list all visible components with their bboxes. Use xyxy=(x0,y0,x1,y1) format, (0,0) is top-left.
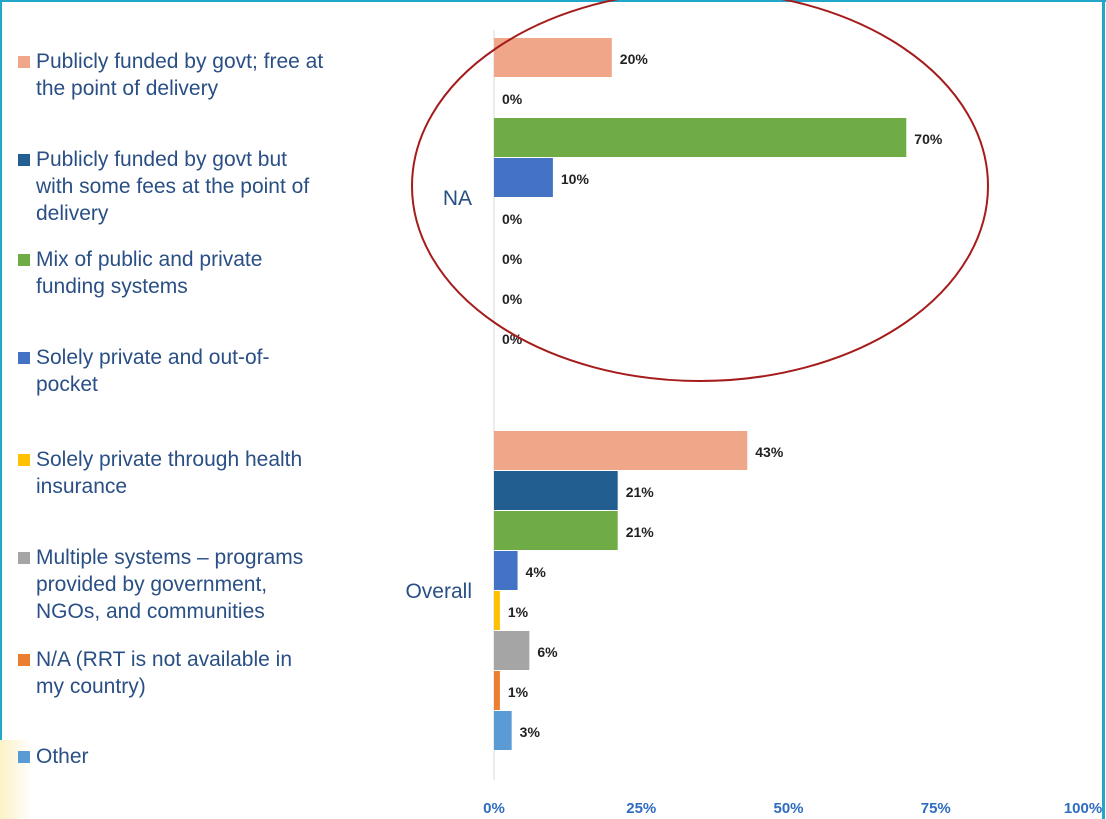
legend-swatch xyxy=(18,552,30,564)
data-label: 70% xyxy=(914,131,943,147)
bar xyxy=(494,118,907,157)
data-label: 1% xyxy=(508,604,529,620)
legend-label: Other xyxy=(36,745,89,768)
frame-right-border xyxy=(1102,0,1105,819)
bar xyxy=(494,671,500,710)
bar xyxy=(494,551,518,590)
bar xyxy=(494,591,500,630)
x-tick-label: 75% xyxy=(921,800,951,817)
data-label: 0% xyxy=(502,331,523,347)
data-label: 4% xyxy=(526,564,547,580)
data-label: 0% xyxy=(502,211,523,227)
bar xyxy=(494,431,748,470)
x-tick-label: 0% xyxy=(483,800,505,817)
legend-label: Publicly funded by govt but with some fe… xyxy=(36,148,310,225)
bar xyxy=(494,158,553,197)
legend-swatch xyxy=(18,154,30,166)
data-label: 10% xyxy=(561,171,590,187)
legend-label: Solely private through health insurance xyxy=(36,448,303,498)
x-tick-label: 50% xyxy=(773,800,803,817)
data-label: 0% xyxy=(502,291,523,307)
highlight-ellipse xyxy=(411,0,989,382)
legend-label: Solely private and out-of- pocket xyxy=(36,346,270,396)
bar xyxy=(494,631,530,670)
data-label: 21% xyxy=(626,484,655,500)
data-label: 21% xyxy=(626,524,655,540)
legend-swatch xyxy=(18,352,30,364)
frame-top-border xyxy=(0,0,1106,2)
bar xyxy=(494,711,512,750)
legend-label: N/A (RRT is not available in my country) xyxy=(36,648,293,698)
legend-swatch xyxy=(18,454,30,466)
legend-label: Mix of public and private funding system… xyxy=(36,248,263,298)
bar xyxy=(494,511,618,550)
data-label: 1% xyxy=(508,684,529,700)
legend-swatch xyxy=(18,254,30,266)
data-label: 43% xyxy=(755,444,784,460)
x-tick-label: 25% xyxy=(626,800,656,817)
legend-label: Multiple systems – programs provided by … xyxy=(36,546,304,623)
data-label: 6% xyxy=(537,644,558,660)
data-label: 0% xyxy=(502,91,523,107)
legend-label: Publicly funded by govt; free at the poi… xyxy=(36,50,324,100)
data-label: 20% xyxy=(620,51,649,67)
legend-swatch xyxy=(18,751,30,763)
category-label: Overall xyxy=(405,580,472,603)
bar xyxy=(494,38,612,77)
x-tick-label: 100% xyxy=(1064,800,1102,817)
frame-left-border xyxy=(0,0,2,819)
data-label: 0% xyxy=(502,251,523,267)
legend-swatch xyxy=(18,56,30,68)
data-label: 3% xyxy=(520,724,541,740)
legend-swatch xyxy=(18,654,30,666)
category-label: NA xyxy=(443,187,472,210)
bar xyxy=(494,471,618,510)
